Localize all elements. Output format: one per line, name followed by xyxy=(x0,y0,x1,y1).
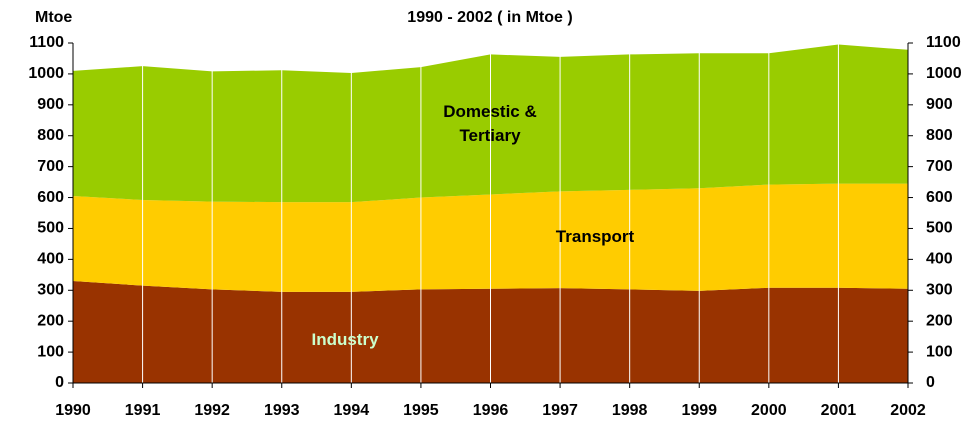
y2-tick-label: 900 xyxy=(926,96,953,113)
y2-tick-label: 1000 xyxy=(926,65,962,82)
y-tick-label: 700 xyxy=(37,158,64,175)
y-tick-label: 200 xyxy=(37,312,64,329)
series-label: Transport xyxy=(555,227,635,246)
y2-tick-label: 500 xyxy=(926,220,953,237)
x-tick-label: 1996 xyxy=(473,402,509,419)
x-tick-label: 1995 xyxy=(403,402,439,419)
y-tick-label: 500 xyxy=(37,220,64,237)
y-tick-label: 800 xyxy=(37,127,64,144)
chart-title: 1990 - 2002 ( in Mtoe ) xyxy=(407,9,572,26)
y-tick-label: 0 xyxy=(55,374,64,391)
x-tick-label: 1992 xyxy=(194,402,230,419)
x-tick-label: 2002 xyxy=(890,402,926,419)
x-tick-label: 1997 xyxy=(542,402,578,419)
y2-tick-label: 800 xyxy=(926,127,953,144)
x-tick-label: 1994 xyxy=(334,402,370,419)
x-tick-label: 2000 xyxy=(751,402,787,419)
y2-tick-label: 100 xyxy=(926,343,953,360)
y-tick-label: 900 xyxy=(37,96,64,113)
y2-tick-label: 1100 xyxy=(926,34,961,51)
y-tick-label: 1000 xyxy=(28,65,64,82)
y2-tick-label: 600 xyxy=(926,189,953,206)
y2-tick-label: 200 xyxy=(926,312,953,329)
x-tick-label: 1998 xyxy=(612,402,648,419)
y2-tick-label: 0 xyxy=(926,374,935,391)
x-tick-label: 2001 xyxy=(821,402,857,419)
series-label: Domestic & Tertiary xyxy=(443,102,537,145)
y2-tick-label: 700 xyxy=(926,158,953,175)
series-label: Industry xyxy=(311,330,379,349)
y2-tick-label: 300 xyxy=(926,281,953,298)
x-tick-label: 1991 xyxy=(125,402,161,419)
y-tick-label: 600 xyxy=(37,189,64,206)
y-tick-label: 300 xyxy=(37,281,64,298)
y-tick-label: 400 xyxy=(37,251,64,268)
y-axis-label: Mtoe xyxy=(35,9,72,26)
x-tick-label: 1999 xyxy=(681,402,717,419)
y2-tick-label: 400 xyxy=(926,251,953,268)
y-tick-label: 100 xyxy=(37,343,64,360)
x-tick-label: 1993 xyxy=(264,402,300,419)
y-tick-label: 1100 xyxy=(29,34,64,51)
x-tick-label: 1990 xyxy=(55,402,91,419)
